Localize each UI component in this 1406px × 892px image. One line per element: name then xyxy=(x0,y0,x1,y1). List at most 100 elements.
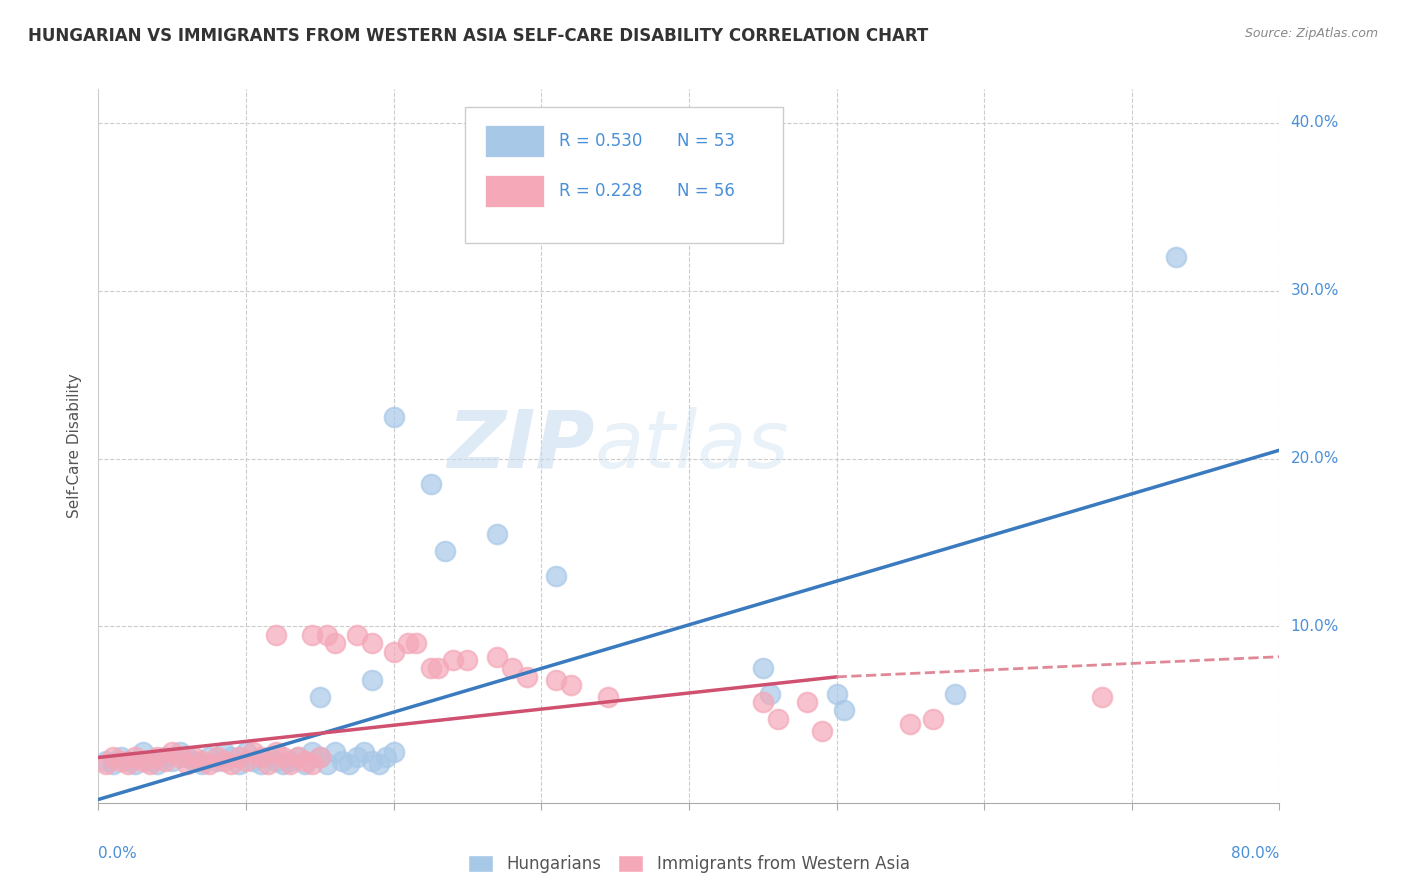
Text: ZIP: ZIP xyxy=(447,407,595,485)
Y-axis label: Self-Care Disability: Self-Care Disability xyxy=(67,374,83,518)
Point xyxy=(219,750,242,764)
Point xyxy=(456,653,478,667)
Point xyxy=(382,409,405,424)
Point xyxy=(796,695,818,709)
Point xyxy=(900,717,922,731)
Point xyxy=(235,754,257,768)
Point xyxy=(205,754,228,768)
Point xyxy=(309,750,332,764)
Text: Source: ZipAtlas.com: Source: ZipAtlas.com xyxy=(1244,27,1378,40)
Text: 80.0%: 80.0% xyxy=(1232,846,1279,861)
Point xyxy=(419,661,441,675)
Point xyxy=(103,750,125,764)
Point xyxy=(832,703,855,717)
Point xyxy=(441,653,464,667)
Point xyxy=(264,746,287,760)
Point xyxy=(176,750,198,764)
Point xyxy=(368,757,391,772)
Point xyxy=(271,757,294,772)
Point xyxy=(825,687,848,701)
Point xyxy=(124,750,146,764)
Point xyxy=(287,750,309,764)
Point xyxy=(132,746,155,760)
Point xyxy=(560,678,582,692)
FancyBboxPatch shape xyxy=(464,107,783,243)
Point xyxy=(544,569,567,583)
Point xyxy=(169,750,191,764)
Point xyxy=(271,750,294,764)
Text: R = 0.228: R = 0.228 xyxy=(560,182,643,200)
Point xyxy=(375,750,398,764)
Point xyxy=(337,757,360,772)
Text: HUNGARIAN VS IMMIGRANTS FROM WESTERN ASIA SELF-CARE DISABILITY CORRELATION CHART: HUNGARIAN VS IMMIGRANTS FROM WESTERN ASI… xyxy=(28,27,928,45)
Point xyxy=(515,670,537,684)
Point xyxy=(257,757,280,772)
Text: N = 56: N = 56 xyxy=(678,182,735,200)
Point xyxy=(228,757,250,772)
Point xyxy=(1091,690,1114,704)
Point xyxy=(501,661,523,675)
Point xyxy=(228,750,250,764)
FancyBboxPatch shape xyxy=(485,175,544,207)
Point xyxy=(346,750,368,764)
Text: 40.0%: 40.0% xyxy=(1291,115,1339,130)
Point xyxy=(117,757,139,772)
Point xyxy=(162,746,183,760)
Point xyxy=(294,757,316,772)
Point xyxy=(264,628,287,642)
Point xyxy=(766,712,789,726)
Point xyxy=(146,750,169,764)
Point xyxy=(427,661,450,675)
Point xyxy=(294,754,316,768)
Point xyxy=(486,527,509,541)
Text: 30.0%: 30.0% xyxy=(1291,283,1339,298)
Point xyxy=(309,690,332,704)
Point xyxy=(198,750,221,764)
Point xyxy=(191,754,214,768)
Point xyxy=(943,687,966,701)
Point xyxy=(301,757,323,772)
Point xyxy=(169,746,191,760)
Point xyxy=(250,750,273,764)
Point xyxy=(139,754,162,768)
Point xyxy=(405,636,427,650)
Point xyxy=(360,673,382,688)
Point xyxy=(810,723,832,738)
Point xyxy=(132,754,155,768)
Point xyxy=(183,754,205,768)
Text: R = 0.530: R = 0.530 xyxy=(560,132,643,150)
Text: atlas: atlas xyxy=(595,407,789,485)
Point xyxy=(183,750,205,764)
Point xyxy=(94,754,117,768)
Point xyxy=(103,757,125,772)
Point xyxy=(110,754,132,768)
Point xyxy=(139,757,162,772)
Point xyxy=(110,750,132,764)
Point xyxy=(301,746,323,760)
Point xyxy=(544,673,567,688)
Point xyxy=(257,750,280,764)
Text: N = 53: N = 53 xyxy=(678,132,735,150)
Point xyxy=(396,636,419,650)
Point xyxy=(242,754,264,768)
Point xyxy=(759,687,782,701)
Point xyxy=(176,757,198,772)
Point xyxy=(382,645,405,659)
Point xyxy=(153,754,176,768)
Point xyxy=(264,754,287,768)
FancyBboxPatch shape xyxy=(485,125,544,157)
Point xyxy=(309,750,332,764)
Legend: Hungarians, Immigrants from Western Asia: Hungarians, Immigrants from Western Asia xyxy=(461,848,917,880)
Point xyxy=(596,690,619,704)
Point xyxy=(278,757,302,772)
Point xyxy=(346,628,368,642)
Point xyxy=(316,628,339,642)
Point xyxy=(353,746,375,760)
Point xyxy=(921,712,943,726)
Point xyxy=(1164,250,1187,264)
Text: 20.0%: 20.0% xyxy=(1291,451,1339,467)
Point xyxy=(162,754,183,768)
Point xyxy=(219,757,242,772)
Point xyxy=(751,661,773,675)
Point xyxy=(301,628,323,642)
